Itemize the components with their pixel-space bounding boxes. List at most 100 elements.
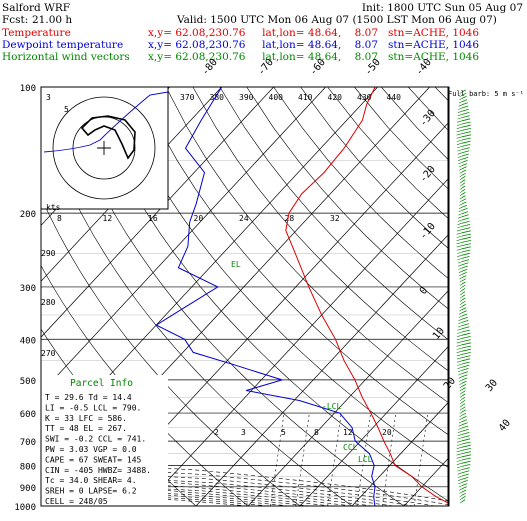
legend-dewpoint-info: x,y= 62.08,230.76 lat,lon= 48.64, 8.07 s… xyxy=(148,39,480,51)
wind-barb xyxy=(456,130,463,133)
wind-barb xyxy=(458,482,463,485)
isotherm-line xyxy=(508,87,527,506)
wind-barb xyxy=(461,419,468,422)
wind-barb xyxy=(461,432,470,435)
wind-barb xyxy=(457,434,463,437)
wind-barb xyxy=(459,491,463,494)
fcst-label: Fcst: xyxy=(2,14,29,26)
dry-adiabat xyxy=(41,196,301,506)
isotherm-line xyxy=(41,87,274,338)
wind-barb xyxy=(458,322,463,325)
wind-barb xyxy=(461,140,471,144)
wind-barb xyxy=(457,360,463,363)
wind-barb xyxy=(461,150,470,154)
isotherm-line xyxy=(351,401,449,506)
init-time: Init: 1800 UTC Sun 05 Aug 07 xyxy=(361,2,523,14)
wind-barb xyxy=(456,242,463,245)
wind-barb xyxy=(461,428,469,432)
wind-barb xyxy=(461,454,472,458)
wind-barb xyxy=(457,117,463,120)
isotherm-label: -50 xyxy=(363,57,383,78)
wind-barb xyxy=(461,268,468,272)
wind-barb xyxy=(461,246,471,250)
isotherm-label: 0 xyxy=(418,285,430,297)
wind-barb xyxy=(461,406,466,410)
wind-barb xyxy=(461,105,469,109)
wind-barb xyxy=(461,230,471,234)
model-title: Salford WRF xyxy=(2,2,71,14)
pressure-tick-label: 300 xyxy=(20,284,36,294)
wind-barb xyxy=(461,281,466,285)
pressure-tick-label: 800 xyxy=(20,462,36,472)
wind-barb xyxy=(459,168,463,171)
mixing-ratio-label: 8 xyxy=(57,214,62,223)
wind-barb xyxy=(461,499,466,502)
dry-adiabat xyxy=(111,87,449,469)
theta-label: 420 xyxy=(328,93,343,102)
wind-barb xyxy=(461,252,471,256)
wind-barb xyxy=(461,179,466,182)
wind-barb xyxy=(461,483,468,486)
pressure-axis: 100 200 300 400 500 600 700 800 900 1000 xyxy=(14,84,36,513)
wind-barb xyxy=(461,185,466,189)
wind-barb xyxy=(461,441,471,445)
inset-map-label-a: 3 xyxy=(46,93,51,102)
wind-barb xyxy=(461,313,468,317)
wind-barb xyxy=(461,176,466,179)
parcel-annotation: LCL xyxy=(358,455,373,464)
wind-barb xyxy=(456,245,463,248)
moist-adiabat xyxy=(41,470,436,506)
wind-barb xyxy=(457,216,463,219)
wind-barb xyxy=(456,123,463,126)
parcel-info-row: LI = -0.5 LCL = 790. xyxy=(45,403,141,412)
theta-label: 430 xyxy=(357,93,372,102)
wind-barb xyxy=(461,278,467,282)
wind-barb xyxy=(461,480,468,483)
wind-barb xyxy=(461,316,468,320)
parcel-info-row: PW = 3.03 VGP = 0.0 xyxy=(45,445,137,454)
isotherm-line xyxy=(143,177,449,506)
sounding-series xyxy=(155,87,449,506)
wind-barb xyxy=(461,368,469,371)
wind-barb xyxy=(461,352,471,355)
isotherm-label: -60 xyxy=(308,57,328,78)
wind-barb xyxy=(457,363,463,366)
wind-barb xyxy=(461,473,469,477)
dewpoint-temperature-line xyxy=(155,87,376,506)
wind-barb xyxy=(458,213,463,216)
wind-barb xyxy=(461,108,469,112)
isotherm-label: 30 xyxy=(484,378,500,394)
pressure-tick-label: 400 xyxy=(20,336,36,346)
isotherm-line xyxy=(0,87,14,506)
wind-barb xyxy=(459,302,463,305)
wind-barb xyxy=(461,204,468,208)
mixing-ratio-line xyxy=(381,413,397,506)
wind-barb xyxy=(461,307,467,310)
wind-barb xyxy=(461,249,471,253)
parcel-info-row: Tc = 34.0 SHEAR= 4. xyxy=(45,476,137,485)
wind-barb xyxy=(461,156,469,160)
pressure-tick-label: 100 xyxy=(20,84,36,94)
wind-barb xyxy=(460,187,463,190)
wind-barb xyxy=(456,120,463,123)
isotherm-line xyxy=(195,233,449,506)
wind-barb xyxy=(459,405,463,408)
mixing-ratio-label: 28 xyxy=(285,214,295,223)
wind-barb xyxy=(461,214,469,218)
dry-adiabat xyxy=(381,87,449,161)
wind-barb xyxy=(457,114,463,117)
wind-barb xyxy=(461,188,466,192)
wind-barb xyxy=(456,139,463,142)
wind-barb xyxy=(461,243,471,246)
wind-barb xyxy=(461,451,472,454)
wind-barb xyxy=(456,251,463,254)
wind-barb xyxy=(461,96,467,99)
wind-barb xyxy=(458,424,463,427)
mixing-ratio-line xyxy=(270,413,285,506)
wind-barb xyxy=(461,470,470,474)
wind-barb xyxy=(457,325,463,328)
mixing-ratio-label: 8 xyxy=(314,428,319,437)
wind-barb xyxy=(461,416,467,419)
wind-barb xyxy=(459,392,463,395)
wind-barb xyxy=(456,248,463,251)
